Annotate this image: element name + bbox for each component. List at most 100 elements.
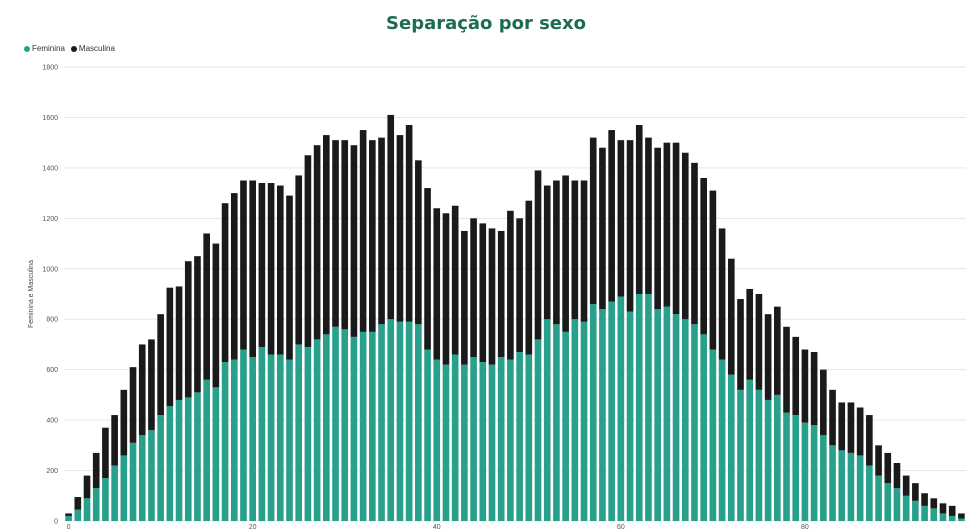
bar-masculina[interactable]	[240, 180, 247, 350]
bar-masculina[interactable]	[350, 145, 358, 337]
bar-masculina[interactable]	[212, 243, 220, 388]
bar-feminina[interactable]	[746, 379, 754, 521]
bar-feminina[interactable]	[470, 357, 477, 521]
bar-masculina[interactable]	[681, 152, 689, 320]
bar-masculina[interactable]	[461, 230, 468, 365]
bar-feminina[interactable]	[157, 415, 164, 521]
bar-masculina[interactable]	[958, 513, 965, 519]
bar-feminina[interactable]	[323, 334, 330, 521]
bar-masculina[interactable]	[912, 483, 919, 501]
bar-feminina[interactable]	[166, 406, 174, 521]
bar-masculina[interactable]	[230, 193, 238, 360]
bar-feminina[interactable]	[83, 498, 91, 521]
bar-masculina[interactable]	[764, 314, 772, 400]
bar-feminina[interactable]	[709, 349, 717, 521]
bar-feminina[interactable]	[792, 415, 800, 521]
bar-feminina[interactable]	[635, 294, 643, 521]
bar-masculina[interactable]	[599, 147, 606, 310]
bar-feminina[interactable]	[65, 515, 72, 521]
bar-feminina[interactable]	[681, 319, 689, 521]
bar-feminina[interactable]	[138, 435, 146, 521]
bar-feminina[interactable]	[175, 399, 183, 521]
bar-masculina[interactable]	[829, 389, 836, 446]
bar-feminina[interactable]	[516, 352, 523, 521]
bar-feminina[interactable]	[875, 475, 882, 521]
bar-feminina[interactable]	[783, 412, 790, 521]
bar-feminina[interactable]	[562, 331, 569, 521]
bar-masculina[interactable]	[369, 140, 376, 332]
bar-masculina[interactable]	[479, 223, 487, 363]
bar-feminina[interactable]	[396, 321, 404, 521]
bar-feminina[interactable]	[663, 306, 671, 521]
bar-feminina[interactable]	[543, 319, 551, 521]
bar-masculina[interactable]	[838, 402, 846, 451]
legend-item-feminina[interactable]: Feminina	[24, 44, 65, 53]
bar-masculina[interactable]	[571, 180, 579, 320]
bar-masculina[interactable]	[774, 306, 781, 395]
legend-item-masculina[interactable]: Masculina	[70, 44, 115, 53]
bar-feminina[interactable]	[571, 319, 579, 521]
bar-feminina[interactable]	[332, 326, 339, 521]
bar-masculina[interactable]	[626, 140, 634, 312]
bar-masculina[interactable]	[884, 452, 892, 484]
bar-masculina[interactable]	[856, 407, 864, 456]
bar-feminina[interactable]	[341, 329, 349, 521]
bar-feminina[interactable]	[774, 394, 781, 521]
bar-masculina[interactable]	[295, 175, 303, 345]
bar-masculina[interactable]	[737, 299, 744, 390]
bar-masculina[interactable]	[148, 339, 155, 431]
bar-masculina[interactable]	[74, 497, 82, 510]
bar-feminina[interactable]	[111, 465, 118, 521]
bar-feminina[interactable]	[276, 354, 284, 521]
bar-masculina[interactable]	[157, 314, 164, 416]
bar-feminina[interactable]	[700, 334, 707, 521]
bar-masculina[interactable]	[562, 175, 569, 332]
bar-masculina[interactable]	[221, 203, 229, 363]
bar-feminina[interactable]	[102, 478, 109, 521]
bar-feminina[interactable]	[608, 301, 615, 521]
bar-masculina[interactable]	[65, 513, 72, 516]
bar-masculina[interactable]	[405, 125, 413, 322]
bar-masculina[interactable]	[921, 493, 928, 506]
bar-feminina[interactable]	[359, 331, 367, 521]
bar-masculina[interactable]	[820, 369, 827, 436]
bar-masculina[interactable]	[203, 233, 210, 380]
bar-feminina[interactable]	[589, 304, 597, 521]
bar-feminina[interactable]	[286, 359, 293, 521]
bar-feminina[interactable]	[764, 399, 772, 521]
bar-masculina[interactable]	[488, 228, 496, 365]
bar-masculina[interactable]	[470, 218, 477, 358]
bar-masculina[interactable]	[507, 210, 514, 360]
bar-feminina[interactable]	[948, 515, 956, 521]
bar-feminina[interactable]	[884, 483, 892, 521]
bar-masculina[interactable]	[645, 137, 652, 294]
bar-masculina[interactable]	[875, 445, 882, 476]
bar-feminina[interactable]	[221, 362, 229, 521]
bar-masculina[interactable]	[92, 452, 100, 489]
bar-masculina[interactable]	[175, 286, 183, 400]
bar-masculina[interactable]	[810, 352, 818, 426]
bar-masculina[interactable]	[83, 475, 91, 499]
bar-feminina[interactable]	[691, 324, 698, 521]
bar-feminina[interactable]	[912, 500, 919, 521]
bar-masculina[interactable]	[654, 147, 661, 310]
bar-feminina[interactable]	[856, 455, 864, 521]
bar-masculina[interactable]	[543, 185, 551, 320]
bar-feminina[interactable]	[497, 357, 505, 521]
bar-masculina[interactable]	[378, 137, 385, 325]
bar-masculina[interactable]	[727, 258, 735, 375]
bar-feminina[interactable]	[424, 349, 431, 521]
bar-masculina[interactable]	[442, 213, 450, 365]
bar-feminina[interactable]	[930, 508, 938, 521]
bar-masculina[interactable]	[323, 135, 330, 335]
bar-feminina[interactable]	[672, 314, 680, 521]
bar-feminina[interactable]	[230, 359, 238, 521]
bar-feminina[interactable]	[507, 359, 514, 521]
bar-feminina[interactable]	[369, 331, 376, 521]
bar-masculina[interactable]	[138, 344, 146, 436]
bar-feminina[interactable]	[893, 488, 901, 521]
bar-masculina[interactable]	[451, 205, 459, 355]
bar-masculina[interactable]	[120, 389, 128, 456]
bar-feminina[interactable]	[820, 435, 827, 521]
bar-feminina[interactable]	[829, 445, 836, 521]
